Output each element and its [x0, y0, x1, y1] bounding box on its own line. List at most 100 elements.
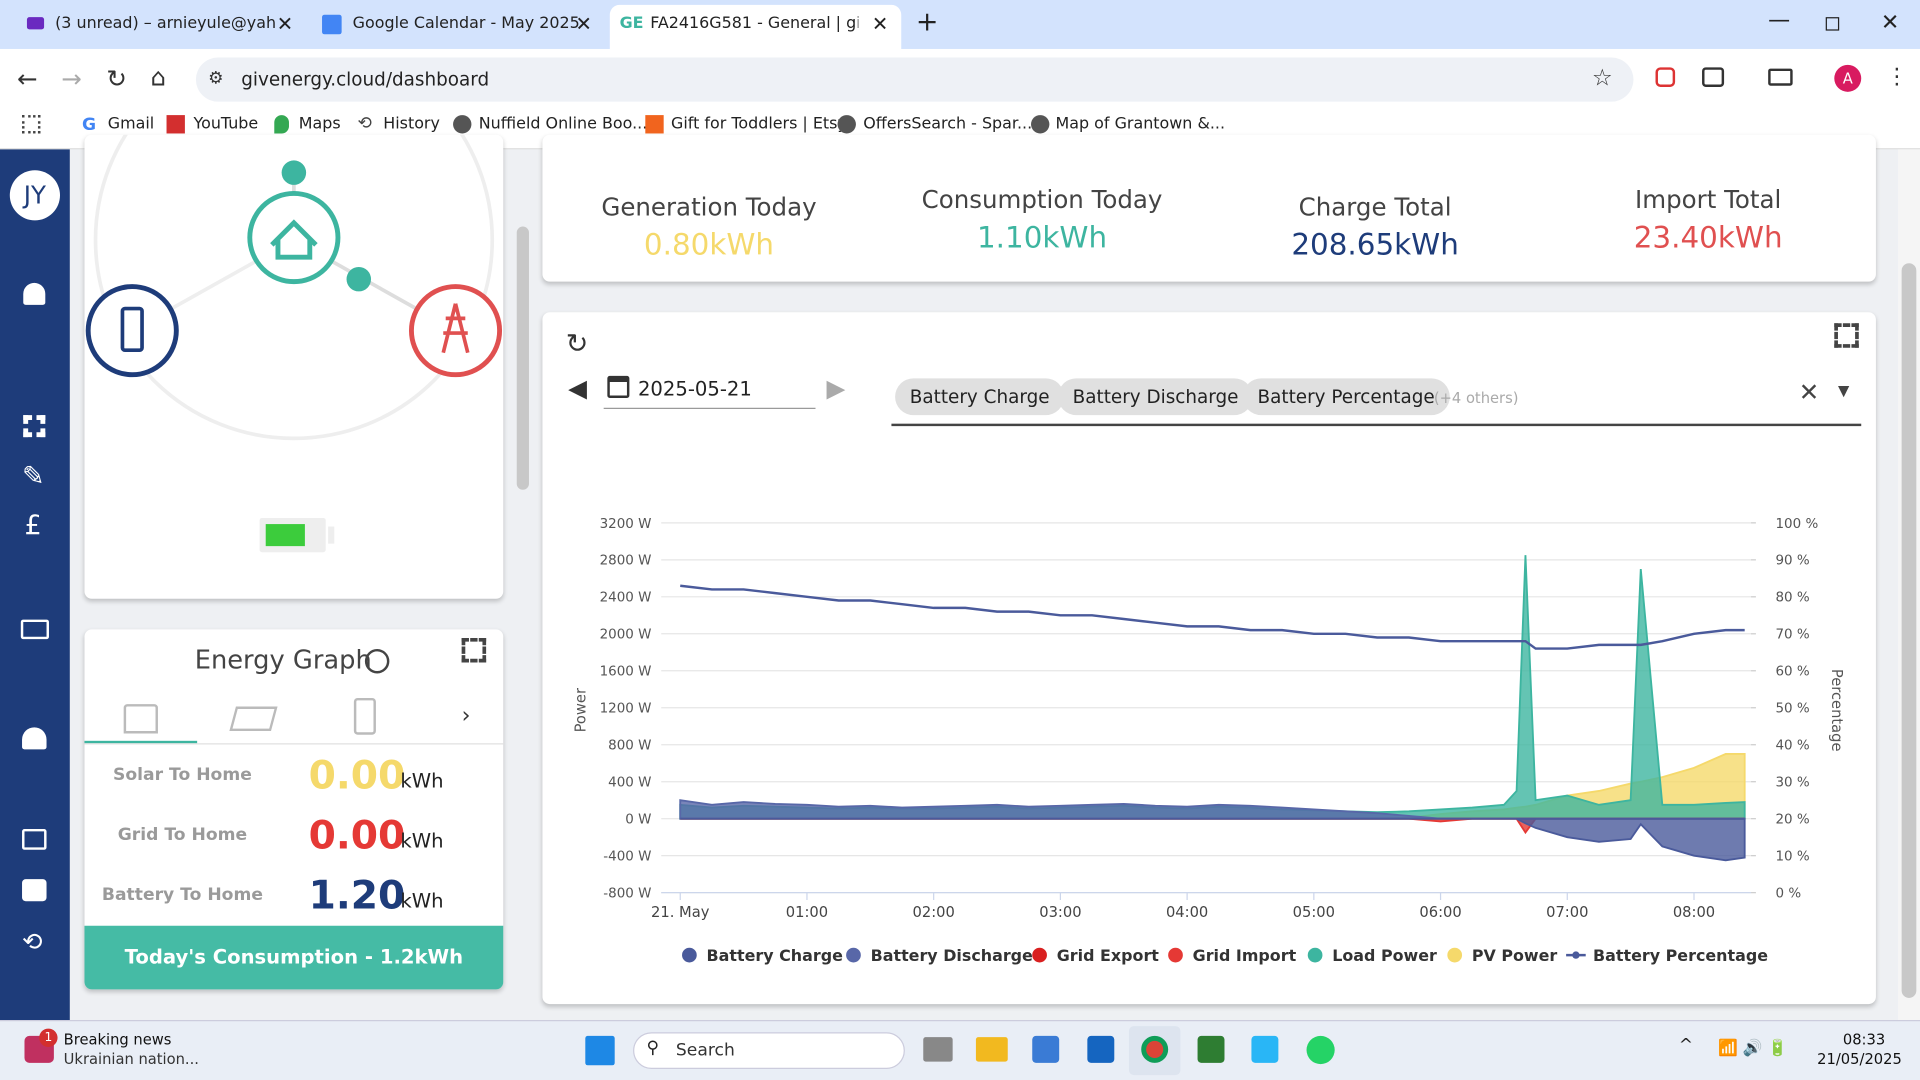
clock-time[interactable]: 08:33: [1842, 1031, 1886, 1049]
bookmark[interactable]: Maps: [298, 115, 341, 134]
url[interactable]: givenergy.cloud/dashboard: [241, 68, 490, 91]
x-tick-label: 01:00: [786, 904, 828, 921]
close-window[interactable]: ✕: [1880, 9, 1900, 36]
dropdown[interactable]: ▼: [1837, 382, 1850, 400]
active-tab[interactable]: [609, 4, 902, 49]
start-button[interactable]: [585, 1035, 615, 1066]
pylon-icon: [441, 303, 470, 354]
page-scroll-thumb[interactable]: [1901, 263, 1917, 998]
maximize[interactable]: [1825, 17, 1840, 31]
taskbar: [0, 1020, 1920, 1080]
tray-icons[interactable]: 📶 🔊 🔋: [1717, 1039, 1788, 1058]
tray-chevron[interactable]: ^: [1678, 1035, 1694, 1056]
select-underline: [891, 423, 1862, 426]
search-box[interactable]: [633, 1032, 905, 1069]
series-chip[interactable]: Battery Charge: [895, 378, 1065, 416]
tab-title[interactable]: Google Calendar - May 2025: [352, 14, 580, 34]
bookmark[interactable]: Gift for Toddlers | Etsy: [671, 115, 847, 134]
prev-day[interactable]: ◀: [568, 373, 588, 403]
bookmark[interactable]: Nuffield Online Boo...: [478, 115, 648, 134]
scrollbar[interactable]: [516, 226, 529, 490]
reload[interactable]: ↻: [106, 63, 128, 94]
feedback-nav[interactable]: [22, 879, 47, 902]
dashboard-nav[interactable]: [23, 415, 46, 438]
legend-marker: [846, 947, 861, 963]
app-icon[interactable]: [1032, 1035, 1060, 1063]
edit-nav[interactable]: ✎: [22, 461, 45, 493]
minimize[interactable]: —: [1768, 7, 1791, 34]
bookmark[interactable]: Map of Grantown &...: [1055, 115, 1226, 134]
avatar[interactable]: JY: [9, 170, 61, 221]
news-title[interactable]: Breaking news: [63, 1031, 172, 1049]
profile[interactable]: A: [1834, 64, 1862, 92]
more-chips[interactable]: (+4 others): [1433, 389, 1519, 407]
grid-node[interactable]: [408, 284, 503, 378]
news-text[interactable]: Ukrainian nation...: [63, 1050, 199, 1068]
app-icon[interactable]: [1251, 1035, 1279, 1063]
bookmark-star[interactable]: ☆: [1591, 64, 1613, 92]
next-day[interactable]: ▶: [826, 373, 846, 403]
clock-date[interactable]: 21/05/2025: [1817, 1050, 1902, 1068]
back[interactable]: ←: [17, 63, 38, 94]
menu[interactable]: ⋮: [1885, 63, 1908, 90]
fullscreen-button[interactable]: [1834, 323, 1859, 348]
legend-label: Load Power: [1332, 946, 1437, 965]
series-chip[interactable]: Battery Discharge: [1057, 378, 1254, 416]
series-chip[interactable]: Battery Percentage: [1242, 378, 1450, 416]
tab-title[interactable]: (3 unread) – arnieyule@yahoo.c: [55, 14, 276, 34]
search-text[interactable]: Search: [675, 1040, 735, 1061]
app-icon[interactable]: [975, 1037, 1008, 1062]
bookmark[interactable]: YouTube: [193, 115, 259, 134]
omnibox[interactable]: [195, 57, 1634, 102]
tab-close[interactable]: ✕: [575, 12, 592, 36]
row-unit: kWh: [400, 828, 444, 853]
tab-icon: GE: [619, 14, 644, 34]
date-input[interactable]: 2025-05-21: [637, 377, 752, 401]
summary-label: Import Total: [1635, 184, 1782, 215]
tab-close[interactable]: ✕: [276, 12, 294, 36]
solar-tab[interactable]: [229, 706, 278, 732]
bookmark[interactable]: OffersSearch - Spar...: [863, 115, 1033, 134]
home[interactable]: ⌂: [150, 62, 167, 92]
info-icon[interactable]: [364, 648, 390, 674]
app-icon[interactable]: [923, 1037, 953, 1062]
new-tab[interactable]: +: [915, 7, 939, 38]
bookmark[interactable]: Gmail: [107, 115, 155, 134]
clear-selection[interactable]: ✕: [1798, 377, 1820, 407]
date-underline: [603, 407, 816, 409]
next-tab[interactable]: ›: [461, 702, 471, 729]
cast[interactable]: [1768, 68, 1793, 86]
chat-nav[interactable]: [22, 828, 47, 850]
refresh-nav[interactable]: ⟲: [22, 926, 43, 957]
notifications[interactable]: [23, 282, 46, 305]
battery-node[interactable]: [85, 284, 179, 378]
users-nav[interactable]: [22, 727, 47, 750]
home-node[interactable]: [247, 191, 341, 285]
news-badge: 1: [39, 1028, 58, 1047]
site-info[interactable]: ⚙: [208, 68, 224, 89]
tab-close[interactable]: ✕: [871, 12, 889, 36]
app-icon[interactable]: [1197, 1035, 1225, 1063]
apps[interactable]: [22, 115, 41, 134]
x-tick-label: 05:00: [1293, 904, 1335, 921]
home-tab[interactable]: [123, 704, 158, 734]
expand-icon[interactable]: [461, 637, 487, 663]
app-icon[interactable]: [1087, 1035, 1115, 1063]
forward[interactable]: →: [61, 63, 82, 94]
tab-title[interactable]: FA2416G581 - General | givener: [650, 14, 858, 34]
bookmark[interactable]: History: [383, 115, 440, 134]
row-value: 1.20: [308, 871, 406, 919]
area-series: [679, 555, 1746, 820]
extension[interactable]: [1655, 67, 1676, 87]
y2-tick-label: 30 %: [1776, 776, 1810, 791]
battery-fill: [265, 524, 305, 547]
calendar-icon[interactable]: [607, 375, 630, 398]
chrome-icon[interactable]: [1141, 1035, 1169, 1063]
monitor-nav[interactable]: [20, 619, 49, 640]
refresh-button[interactable]: ↻: [565, 329, 589, 361]
extensions[interactable]: [1702, 67, 1725, 87]
battery-tab[interactable]: [353, 697, 376, 735]
whatsapp-icon[interactable]: [1306, 1035, 1335, 1065]
y-tick-label: -400 W: [603, 850, 651, 865]
finance-nav[interactable]: £: [24, 510, 42, 542]
